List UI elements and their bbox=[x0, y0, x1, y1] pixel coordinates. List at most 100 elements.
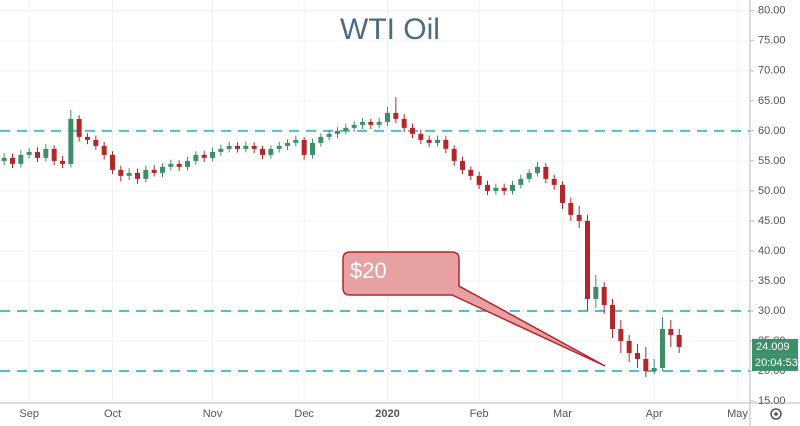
candle-body bbox=[485, 184, 490, 191]
candle-body bbox=[343, 127, 349, 131]
candle-body bbox=[226, 145, 232, 149]
candle-body bbox=[260, 148, 265, 155]
candle-body bbox=[635, 352, 640, 359]
y-tick-label: 75.00 bbox=[758, 35, 786, 47]
candle-body bbox=[576, 214, 582, 221]
candle-body bbox=[518, 178, 524, 185]
y-tick-label: 40.00 bbox=[758, 245, 786, 257]
x-tick-label: Oct bbox=[104, 408, 121, 420]
candle-body bbox=[26, 151, 32, 155]
candle-body bbox=[526, 172, 532, 179]
candle-body bbox=[568, 202, 574, 215]
candle-body bbox=[460, 160, 465, 170]
candle-body bbox=[60, 160, 65, 164]
grid bbox=[0, 0, 750, 402]
candle-body bbox=[251, 145, 257, 149]
candle-body bbox=[176, 163, 182, 167]
candle-body bbox=[468, 169, 474, 176]
candle-body bbox=[335, 130, 340, 134]
candle-body bbox=[210, 151, 215, 158]
candle-body bbox=[535, 166, 540, 173]
candle-body bbox=[676, 334, 682, 347]
x-tick-label: Dec bbox=[294, 408, 314, 420]
candle-body bbox=[135, 172, 140, 179]
y-tick-label: 60.00 bbox=[758, 125, 786, 137]
candle-body bbox=[585, 220, 590, 299]
candle-body bbox=[301, 139, 307, 155]
candle-body bbox=[285, 142, 290, 146]
y-tick-label: 30.00 bbox=[758, 305, 786, 317]
candle-body bbox=[243, 145, 249, 149]
candle-body bbox=[110, 154, 115, 170]
candle-body bbox=[18, 154, 24, 164]
candle-body bbox=[76, 118, 82, 137]
candles bbox=[1, 97, 682, 377]
candle-body bbox=[276, 145, 282, 149]
x-tick-label: Mar bbox=[553, 408, 572, 420]
candle-body bbox=[476, 175, 482, 185]
candle-body bbox=[626, 340, 632, 353]
candle-body bbox=[560, 184, 565, 203]
callout-text: $20 bbox=[350, 258, 387, 283]
y-tick-label: 80.00 bbox=[758, 5, 786, 17]
candle-body bbox=[218, 148, 224, 152]
gear-center[interactable] bbox=[774, 412, 778, 416]
callout: $20 bbox=[342, 251, 606, 367]
candle-body bbox=[235, 145, 240, 149]
candle-body bbox=[85, 136, 90, 140]
candle-body bbox=[168, 163, 174, 167]
chart-title: WTI Oil bbox=[340, 13, 440, 46]
y-tick-label: 35.00 bbox=[758, 275, 786, 287]
candle-body bbox=[268, 148, 274, 155]
candle-body bbox=[376, 121, 382, 125]
candle-body bbox=[435, 139, 440, 143]
candle-body bbox=[651, 367, 657, 371]
last-price-badge bbox=[752, 338, 798, 355]
candle-body bbox=[643, 358, 649, 371]
candle-body bbox=[326, 133, 332, 137]
x-tick-label: Sep bbox=[19, 408, 39, 420]
candle-body bbox=[360, 121, 365, 125]
candle-body bbox=[410, 127, 415, 134]
y-tick-label: 70.00 bbox=[758, 65, 786, 77]
candle-body bbox=[385, 112, 390, 122]
candle-body bbox=[293, 139, 299, 143]
levels bbox=[0, 129, 750, 372]
callout-shape bbox=[342, 251, 606, 367]
y-tick-label: 55.00 bbox=[758, 155, 786, 167]
candle-body bbox=[10, 157, 15, 164]
candle-body bbox=[451, 148, 457, 161]
candle-body bbox=[126, 172, 132, 176]
candle-body bbox=[43, 148, 49, 158]
y-tick-label: 50.00 bbox=[758, 185, 786, 197]
candle-body bbox=[118, 169, 124, 176]
y-tick-label: 45.00 bbox=[758, 215, 786, 227]
candle-body bbox=[493, 187, 499, 191]
candle-body bbox=[1, 157, 7, 161]
candle-body bbox=[426, 139, 432, 143]
candle-body bbox=[610, 304, 615, 329]
candle-body bbox=[660, 328, 665, 368]
x-tick-label: Apr bbox=[646, 408, 663, 420]
candle-body bbox=[393, 112, 399, 119]
candle-body bbox=[68, 118, 74, 164]
x-tick-label: 2020 bbox=[375, 408, 399, 420]
candle-body bbox=[193, 154, 199, 161]
candle-body bbox=[318, 136, 324, 143]
y-tick-label: 65.00 bbox=[758, 95, 786, 107]
candle-body bbox=[501, 187, 507, 191]
gear[interactable] bbox=[770, 408, 782, 420]
candle-body bbox=[93, 139, 99, 146]
candle-body bbox=[543, 166, 549, 179]
candle-body bbox=[201, 154, 207, 158]
countdown-label: 20:04:53 bbox=[755, 357, 798, 369]
candle-body bbox=[351, 124, 357, 128]
last-price-label: 24.009 bbox=[756, 341, 790, 353]
candle-body bbox=[551, 178, 557, 185]
candle-body bbox=[443, 139, 449, 149]
settings-icon[interactable] bbox=[770, 408, 782, 420]
axes: 15.0020.0025.0030.0035.0040.0045.0050.00… bbox=[19, 5, 798, 420]
candle-body bbox=[368, 121, 374, 125]
